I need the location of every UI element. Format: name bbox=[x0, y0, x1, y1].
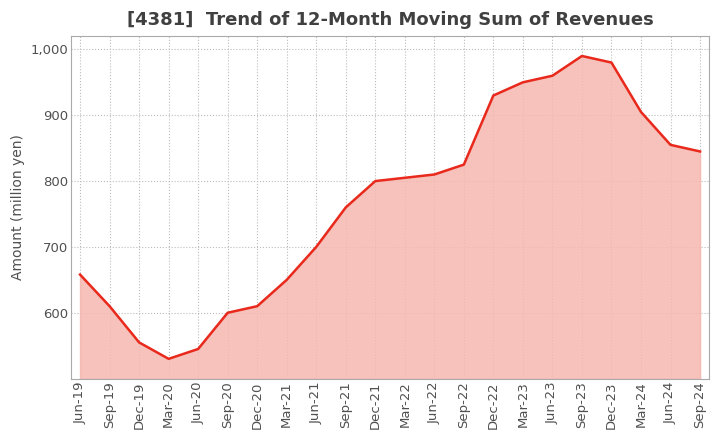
Title: [4381]  Trend of 12-Month Moving Sum of Revenues: [4381] Trend of 12-Month Moving Sum of R… bbox=[127, 11, 654, 29]
Y-axis label: Amount (million yen): Amount (million yen) bbox=[11, 135, 25, 280]
